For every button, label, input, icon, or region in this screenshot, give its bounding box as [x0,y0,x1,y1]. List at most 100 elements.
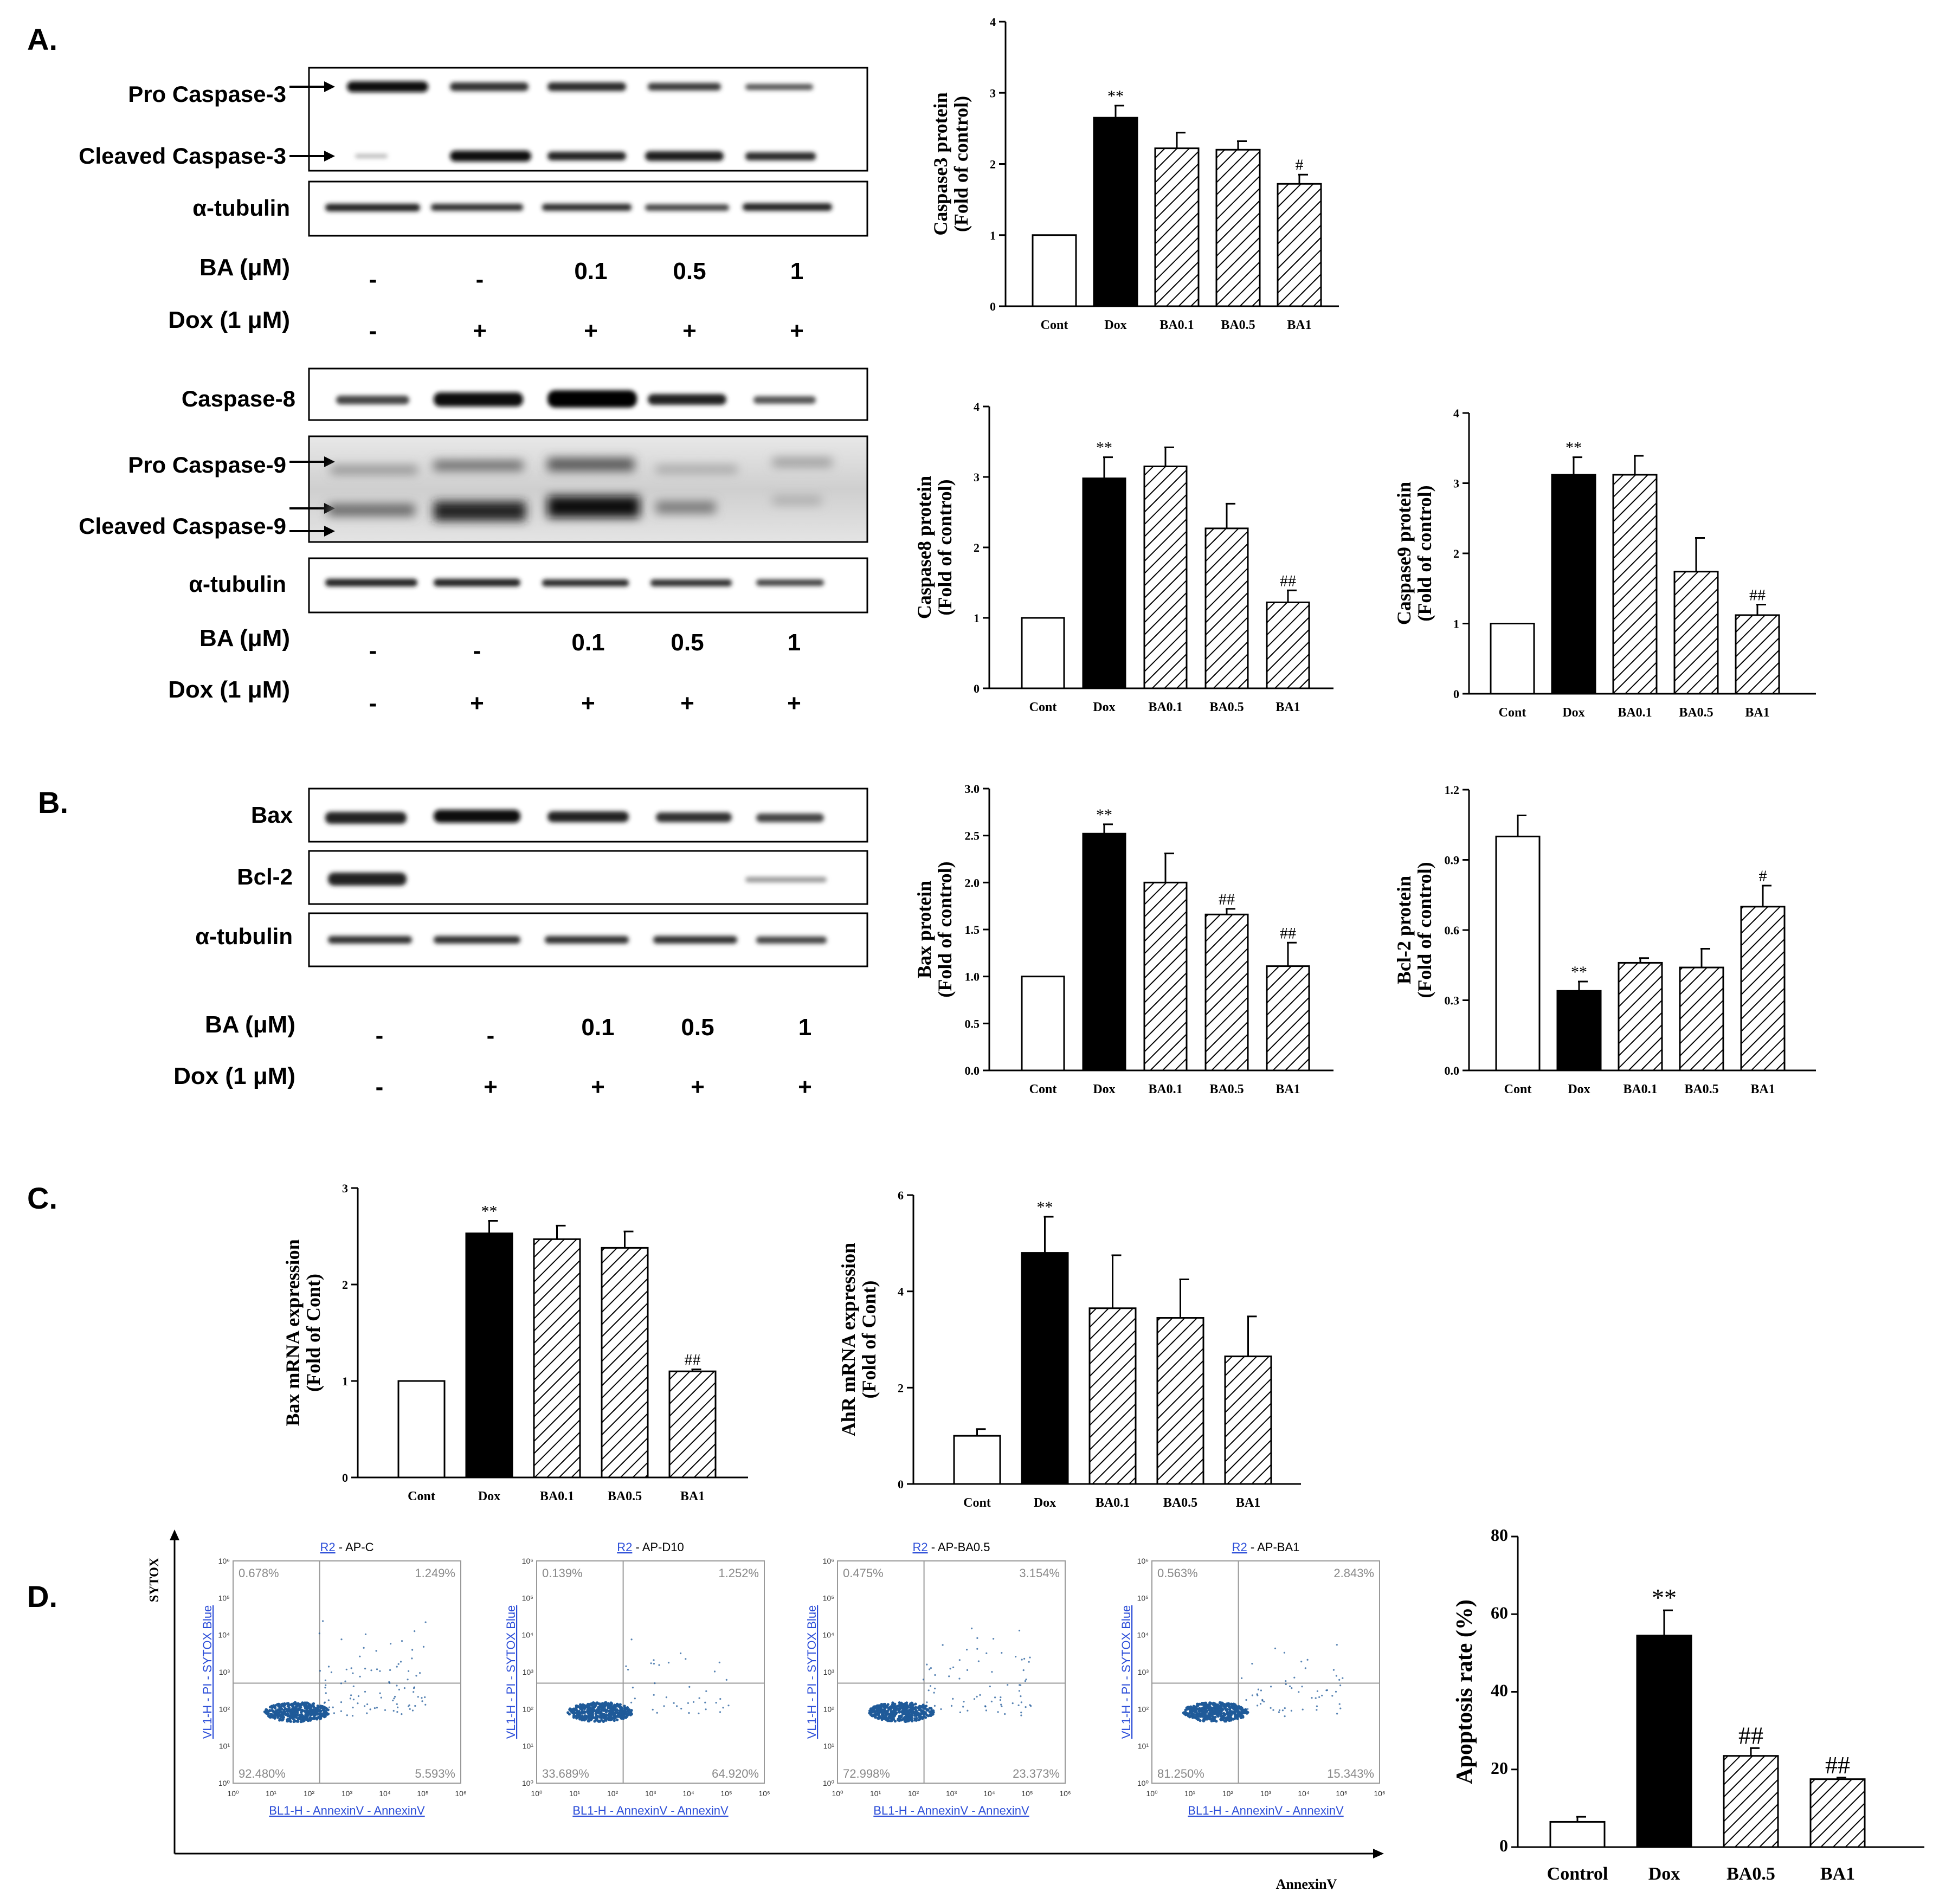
cell-dot [375,1650,377,1652]
cell-dot [907,1711,910,1714]
cell-dot [277,1713,280,1716]
flow-x-tick: 10⁵ [720,1789,732,1798]
cell-dot [1001,1705,1003,1707]
cell-dot [1025,1679,1027,1681]
cell-dot [898,1701,901,1705]
band [656,501,716,513]
cell-dot [1259,1703,1262,1705]
cell-dot [604,1701,608,1704]
plot-title: R2 - AP-BA1 [1232,1540,1300,1554]
y-tick-label: 0.0 [965,1064,980,1077]
cell-dot [933,1705,936,1707]
quadrant-ul: 0.139% [542,1566,583,1580]
flow-y-tick: 10⁴ [822,1631,834,1640]
cell-dot [1210,1711,1214,1714]
flow-y-tick: 10² [219,1705,230,1713]
cell-dot [886,1703,890,1706]
cell-dot [379,1670,381,1672]
cell-dot [1315,1697,1317,1699]
cell-dot [1326,1689,1328,1692]
cell-dot [571,1711,575,1714]
cell-dot [394,1695,396,1698]
cell-dot [913,1719,917,1722]
bar-dox [1556,990,1602,1072]
cell-dot [898,1706,901,1709]
cell-dot [324,1687,326,1689]
cell-dot [910,1713,913,1716]
cell-dot [1203,1710,1206,1713]
cell-dot [349,1698,352,1700]
cell-dot [602,1706,605,1709]
y-tick-label: 2 [342,1278,348,1292]
cell-dot [289,1714,292,1718]
band [650,579,732,586]
band [743,203,832,211]
cell-dot [583,1714,587,1718]
cell-dot [705,1690,707,1692]
ba-value: 1 [798,1014,811,1041]
flow-x-title: BL1-H - AnnexinV - AnnexinV [269,1804,425,1817]
cell-dot [1015,1656,1017,1658]
cell-dot [934,1687,936,1689]
cell-dot [910,1715,913,1719]
dox-value: + [473,318,487,344]
x-tick-label: BA1 [1275,700,1300,714]
cell-dot [966,1669,969,1671]
bar-ba1 [1809,1778,1866,1848]
cell-dot [1220,1704,1223,1707]
cell-dot [1223,1720,1227,1723]
cell-dot [925,1705,928,1708]
cell-dot [324,1711,326,1713]
flow-y-tick: 10⁴ [1137,1631,1149,1640]
cell-dot [268,1709,272,1712]
band [745,877,827,882]
x-tick-label: Dox [1034,1496,1056,1510]
cell-dot [910,1719,913,1722]
cell-dot [952,1698,954,1700]
band [325,579,417,586]
cell-dot [1251,1663,1253,1665]
cell-dot [971,1628,973,1630]
cell-dot [1272,1709,1274,1711]
flow-x-tick: 10⁵ [1021,1789,1033,1798]
x-tick-label: BA0.1 [1623,1082,1657,1096]
y-tick-label: 1 [990,229,996,242]
cell-dot [274,1711,277,1714]
y-tick-label: 0.9 [1445,854,1460,867]
cell-dot [1215,1708,1219,1711]
ba-value: - [369,637,377,664]
cell-dot [626,1706,629,1709]
cell-dot [1239,1706,1242,1709]
cell-dot [384,1709,386,1711]
cell-dot [1024,1680,1026,1682]
cell-dot [614,1716,617,1720]
flow-x-tick: 10⁴ [983,1789,995,1798]
ba-value: 0.1 [581,1014,614,1041]
x-tick-label: BA0.1 [1618,706,1652,720]
cell-dot [414,1705,416,1707]
cell-dot [620,1707,623,1711]
cell-dot [1213,1709,1216,1712]
cell-dot [1301,1686,1303,1688]
bar-ba0.1 [1088,1307,1137,1485]
dox-value: + [484,1074,498,1100]
panel-label-b: B. [38,785,68,819]
cell-dot [282,1708,285,1712]
cell-dot [1241,1677,1243,1679]
blot-label-tubulin-1: α-tubulin [192,195,290,221]
bar-ba0.5 [1156,1317,1204,1485]
cell-dot [667,1662,670,1664]
plot-frame [536,1560,765,1784]
cell-dot [890,1712,893,1715]
cell-dot [653,1663,655,1665]
flow-y-tick: 10¹ [219,1742,230,1751]
cell-dot [887,1708,891,1711]
cell-dot [616,1718,619,1721]
cell-dot [325,1692,327,1694]
ba-value: 0.1 [574,258,607,285]
cell-dot [1204,1703,1208,1707]
cell-dot [993,1638,995,1640]
x-tick-label: Cont [1029,1082,1057,1096]
flow-y-tick: 10⁶ [522,1557,533,1565]
cell-dot [698,1697,700,1699]
